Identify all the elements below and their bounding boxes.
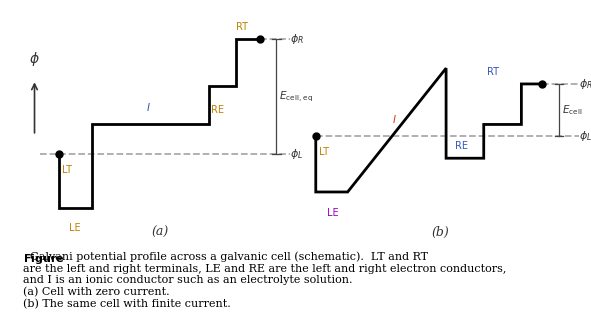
- Text: $\phi_R$: $\phi_R$: [579, 77, 591, 91]
- Text: $\phi_R$: $\phi_R$: [290, 32, 304, 46]
- Text: LE: LE: [70, 223, 81, 233]
- Text: RT: RT: [236, 22, 248, 32]
- Text: LT: LT: [319, 147, 329, 157]
- Text: $\mathbf{Figure}$: $\mathbf{Figure}$: [24, 252, 65, 265]
- Text: LT: LT: [61, 165, 72, 175]
- Text: LE: LE: [327, 208, 339, 218]
- Text: $\phi_L$: $\phi_L$: [290, 147, 303, 161]
- Text: $E_\mathrm{cell,\,eq}$: $E_\mathrm{cell,\,eq}$: [279, 89, 314, 104]
- Text: Galvani potential profile across a galvanic cell (schematic).  LT and RT
are the: Galvani potential profile across a galva…: [24, 252, 506, 309]
- Text: $\phi$: $\phi$: [29, 50, 40, 68]
- Text: I: I: [392, 115, 395, 125]
- Text: RE: RE: [455, 141, 467, 152]
- Text: I: I: [147, 103, 150, 113]
- Text: RE: RE: [211, 106, 224, 116]
- Text: $\phi_L$: $\phi_L$: [579, 129, 591, 143]
- Text: (b): (b): [431, 226, 449, 239]
- Text: RT: RT: [486, 67, 499, 77]
- Text: $E_\mathrm{cell}$: $E_\mathrm{cell}$: [562, 103, 582, 117]
- Text: (a): (a): [151, 226, 168, 239]
